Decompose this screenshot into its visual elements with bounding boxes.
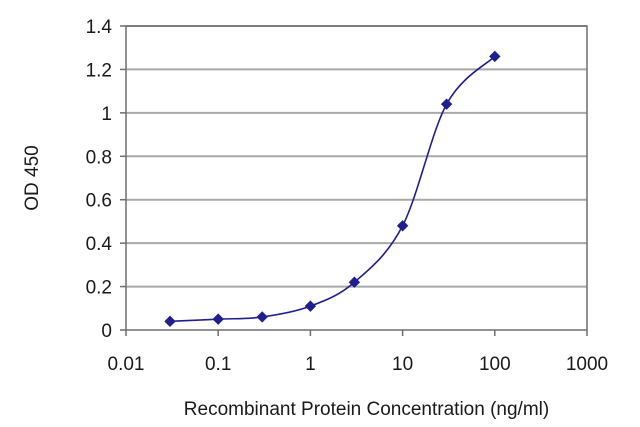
y-tick-label: 0.2 (86, 278, 112, 299)
fit-curve-layer (169, 55, 496, 323)
x-axis-title: Recombinant Protein Concentration (ng/ml… (184, 399, 549, 420)
data-point (256, 311, 268, 323)
data-points (164, 50, 501, 328)
y-tick-labels: 0 0.2 0.4 0.6 0.8 1 1.2 1.4 (86, 17, 126, 342)
y-tick-label: 1 (101, 104, 112, 125)
fit-curve (169, 55, 496, 323)
y-tick-label: 0.8 (86, 147, 112, 168)
x-tick-labels: 0.01 0.1 1 10 100 1000 (108, 330, 608, 375)
x-tick-label: 1000 (566, 354, 608, 375)
y-tick-label: 0 (101, 321, 112, 342)
plot-frame (125, 25, 588, 331)
x-tick-label: 0.1 (205, 354, 231, 375)
data-point (489, 50, 501, 63)
data-point (396, 220, 409, 232)
data-point (212, 313, 224, 325)
y-tick-label: 1.4 (86, 17, 113, 38)
data-point (164, 315, 176, 328)
data-point (304, 300, 317, 312)
y-tick-label: 0.6 (86, 191, 112, 212)
y-axis-title: OD 450 (22, 145, 43, 210)
y-tick-label: 0.4 (86, 234, 113, 255)
x-tick-label: 1 (305, 354, 316, 375)
x-tick-label: 0.01 (108, 354, 145, 375)
data-point (440, 98, 453, 110)
data-point (348, 276, 361, 288)
gridlines (126, 25, 587, 288)
x-tick-label: 100 (479, 354, 511, 375)
x-tick-label: 10 (392, 354, 413, 375)
y-tick-label: 1.2 (86, 60, 112, 81)
